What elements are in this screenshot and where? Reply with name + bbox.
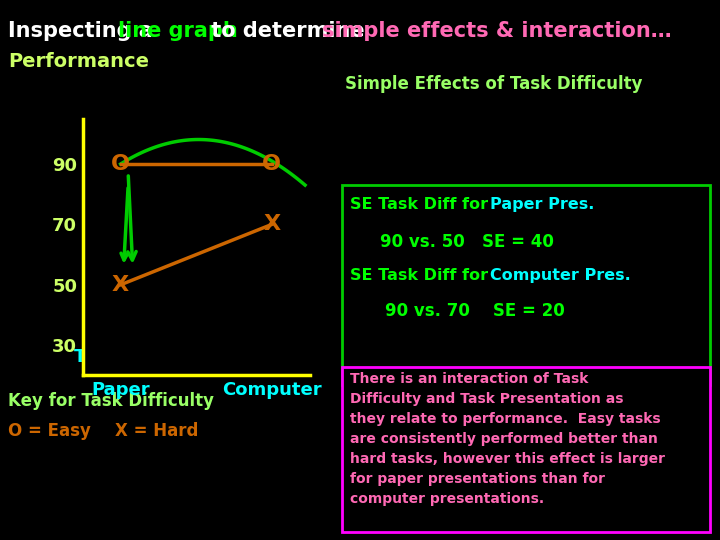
Text: 90 vs. 50   SE = 40: 90 vs. 50 SE = 40: [380, 233, 554, 251]
Text: Task Presentation: Task Presentation: [74, 348, 256, 366]
Text: Computer Pres.: Computer Pres.: [490, 268, 631, 283]
Text: X = Hard: X = Hard: [115, 422, 199, 440]
Text: to determine: to determine: [204, 21, 372, 41]
Text: Performance: Performance: [8, 52, 149, 71]
Text: O = Easy: O = Easy: [8, 422, 91, 440]
Text: simple effects & interaction…: simple effects & interaction…: [323, 21, 672, 41]
Text: O: O: [111, 154, 130, 174]
Text: There is an interaction of Task
Difficulty and Task Presentation as
they relate : There is an interaction of Task Difficul…: [350, 372, 665, 507]
Text: Inspecting a: Inspecting a: [8, 21, 160, 41]
Text: X: X: [264, 214, 280, 234]
Text: Key for Task Difficulty: Key for Task Difficulty: [8, 392, 214, 410]
Text: line graph: line graph: [119, 21, 238, 41]
Text: 90 vs. 70    SE = 20: 90 vs. 70 SE = 20: [385, 302, 564, 320]
Text: Paper Pres.: Paper Pres.: [490, 197, 595, 212]
Text: X: X: [112, 275, 129, 295]
FancyBboxPatch shape: [342, 185, 710, 385]
Text: O: O: [262, 154, 282, 174]
Text: SE Task Diff for: SE Task Diff for: [350, 197, 494, 212]
FancyBboxPatch shape: [342, 367, 710, 532]
Text: SE Task Diff for: SE Task Diff for: [350, 268, 494, 283]
Text: Simple Effects of Task Difficulty: Simple Effects of Task Difficulty: [345, 75, 642, 93]
